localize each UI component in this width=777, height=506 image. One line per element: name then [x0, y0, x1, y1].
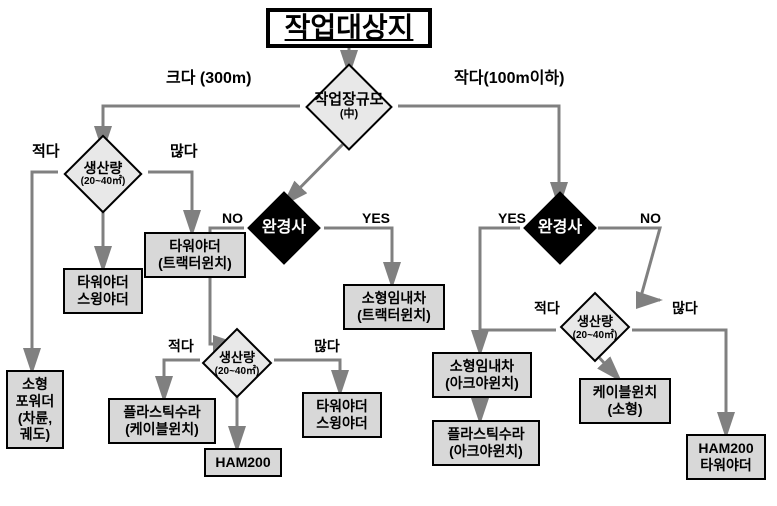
el3: 적다 — [32, 143, 60, 160]
rsf-l3: (차륜, — [18, 410, 52, 426]
prodc-line2: (20~40㎡) — [215, 366, 260, 377]
rht-l2: 타워야더 — [700, 457, 752, 473]
prodc-line1: 생산량 — [219, 351, 255, 365]
rsf-l4: 궤도) — [20, 426, 50, 442]
el4: 많다 — [170, 143, 198, 160]
prodl-line1: 생산량 — [84, 161, 123, 176]
decision-slope-right: 완경사 — [520, 200, 600, 256]
rsa-l2: (아크야윈치) — [445, 375, 519, 391]
rstr-l1: 소형임내차 — [362, 290, 426, 306]
edge-slopec-right: YES — [362, 210, 390, 226]
result-plastic-ark: 플라스틱수라 (아크야윈치) — [432, 420, 540, 466]
sloper-label: 완경사 — [538, 219, 582, 237]
edge-prodc-right: 많다 — [314, 336, 340, 356]
edge-scale-left: 크다 (300m) — [166, 64, 251, 88]
rts-l2: 스윙야더 — [77, 291, 129, 307]
rcs-l2: (소형) — [607, 401, 642, 417]
decision-slope-center: 완경사 — [244, 200, 324, 256]
rtsc-l2: 스윙야더 — [316, 415, 368, 431]
el6: YES — [362, 210, 390, 226]
result-ham200: HAM200 — [204, 448, 282, 477]
rsf-l2: 포워더 — [16, 393, 55, 409]
edge-prodc-left: 적다 — [168, 336, 194, 356]
el8: NO — [640, 210, 661, 226]
prodr-line1: 생산량 — [577, 315, 613, 329]
el5: NO — [222, 210, 243, 226]
rpa-l2: (아크야윈치) — [449, 443, 523, 459]
prodr-line2: (20~40㎡) — [573, 330, 618, 341]
rpc-l1: 플라스틱수라 — [123, 404, 200, 420]
prodl-line2: (20~40㎡) — [81, 176, 126, 187]
edge-prodl-left: 적다 — [32, 140, 60, 161]
result-cable-small: 케이블윈치 (소형) — [579, 378, 671, 424]
el11: 적다 — [534, 300, 560, 316]
rt-l1: 타워야더 — [169, 238, 221, 254]
rpc-l2: (케이블윈치) — [125, 421, 199, 437]
edge-prodl-right: 많다 — [170, 140, 198, 161]
result-small-ark: 소형임내차 (아크야윈치) — [432, 352, 532, 398]
decision-scale: 작업장규모 (中) — [300, 74, 398, 138]
result-ham200-tower: HAM200 타워야더 — [686, 434, 766, 480]
decision-prod-center: 생산량 (20~40㎡) — [196, 336, 278, 392]
rstr-l2: (트랙터윈치) — [357, 307, 431, 323]
rcs-l1: 케이블윈치 — [593, 384, 657, 400]
el1: 크다 (300m) — [166, 70, 251, 87]
rts-l1: 타워야더 — [77, 274, 129, 290]
rtsc-l1: 타워야더 — [316, 398, 368, 414]
rh-l1: HAM200 — [215, 454, 270, 470]
el10: 많다 — [314, 338, 340, 354]
el2: 작다(100m이하) — [454, 70, 564, 87]
scale-line1: 작업장규모 — [314, 92, 383, 109]
result-tower-tractor: 타워야더 (트랙터윈치) — [144, 232, 246, 278]
rsa-l1: 소형임내차 — [450, 358, 514, 374]
result-plastic-cable: 플라스틱수라 (케이블윈치) — [108, 398, 216, 444]
result-tower-swing-center: 타워야더 스윙야더 — [302, 392, 382, 438]
edge-prodr-left: 적다 — [534, 298, 560, 318]
edge-slopec-left: NO — [222, 210, 243, 226]
edge-sloper-right: NO — [640, 210, 661, 226]
title-text: 작업대상지 — [285, 11, 414, 45]
rht-l1: HAM200 — [698, 440, 753, 456]
slopec-label: 완경사 — [262, 219, 306, 237]
edge-prodr-right: 많다 — [672, 298, 698, 318]
rpa-l1: 플라스틱수라 — [447, 426, 524, 442]
el7: YES — [498, 210, 526, 226]
result-small-tractor: 소형임내차 (트랙터윈치) — [343, 284, 445, 330]
title-node: 작업대상지 — [266, 8, 432, 48]
edge-sloper-left: YES — [498, 210, 526, 226]
rsf-l1: 소형 — [22, 376, 48, 392]
result-tower-swing-left: 타워야더 스윙야더 — [63, 268, 143, 314]
el9: 적다 — [168, 338, 194, 354]
decision-prod-right: 생산량 (20~40㎡) — [554, 300, 636, 356]
result-small-forwarder: 소형 포워더 (차륜, 궤도) — [6, 370, 64, 449]
scale-line2: (中) — [340, 108, 358, 120]
edge-scale-right: 작다(100m이하) — [454, 64, 564, 88]
decision-prod-left: 생산량 (20~40㎡) — [58, 146, 148, 204]
rt-l2: (트랙터윈치) — [158, 255, 232, 271]
el12: 많다 — [672, 300, 698, 316]
